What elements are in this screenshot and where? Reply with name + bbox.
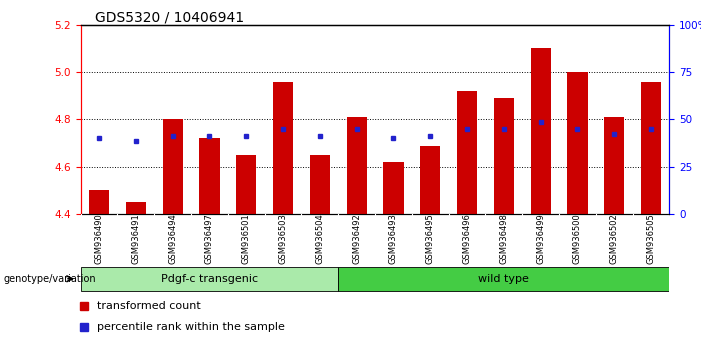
Text: transformed count: transformed count xyxy=(97,301,200,311)
Text: GSM936501: GSM936501 xyxy=(242,213,251,264)
Text: GSM936495: GSM936495 xyxy=(426,213,435,264)
Bar xyxy=(420,145,440,214)
Bar xyxy=(199,138,219,214)
Text: GSM936499: GSM936499 xyxy=(536,213,545,264)
Text: GSM936496: GSM936496 xyxy=(463,213,472,264)
Text: GSM936494: GSM936494 xyxy=(168,213,177,264)
Text: GSM936490: GSM936490 xyxy=(95,213,104,264)
Text: GSM936500: GSM936500 xyxy=(573,213,582,264)
Text: wild type: wild type xyxy=(478,274,529,284)
Text: GSM936498: GSM936498 xyxy=(499,213,508,264)
Text: GSM936497: GSM936497 xyxy=(205,213,214,264)
Bar xyxy=(567,72,587,214)
Bar xyxy=(273,81,293,214)
Text: GSM936503: GSM936503 xyxy=(278,213,287,264)
Text: percentile rank within the sample: percentile rank within the sample xyxy=(97,322,285,332)
Bar xyxy=(531,48,551,214)
Bar xyxy=(125,202,146,214)
Text: GDS5320 / 10406941: GDS5320 / 10406941 xyxy=(95,11,244,25)
Text: Pdgf-c transgenic: Pdgf-c transgenic xyxy=(161,274,258,284)
Bar xyxy=(236,155,257,214)
Bar xyxy=(81,267,338,291)
Text: GSM936504: GSM936504 xyxy=(315,213,325,264)
Bar xyxy=(89,190,109,214)
Bar xyxy=(346,117,367,214)
Text: GSM936491: GSM936491 xyxy=(131,213,140,264)
Bar xyxy=(338,267,669,291)
Bar xyxy=(163,120,183,214)
Bar xyxy=(494,98,514,214)
Text: genotype/variation: genotype/variation xyxy=(4,274,96,284)
Bar xyxy=(310,155,330,214)
Text: GSM936492: GSM936492 xyxy=(352,213,361,264)
Bar xyxy=(383,162,404,214)
Text: GSM936493: GSM936493 xyxy=(389,213,398,264)
Text: GSM936505: GSM936505 xyxy=(646,213,655,264)
Text: GSM936502: GSM936502 xyxy=(610,213,619,264)
Bar xyxy=(641,81,661,214)
Bar xyxy=(604,117,625,214)
Bar xyxy=(457,91,477,214)
